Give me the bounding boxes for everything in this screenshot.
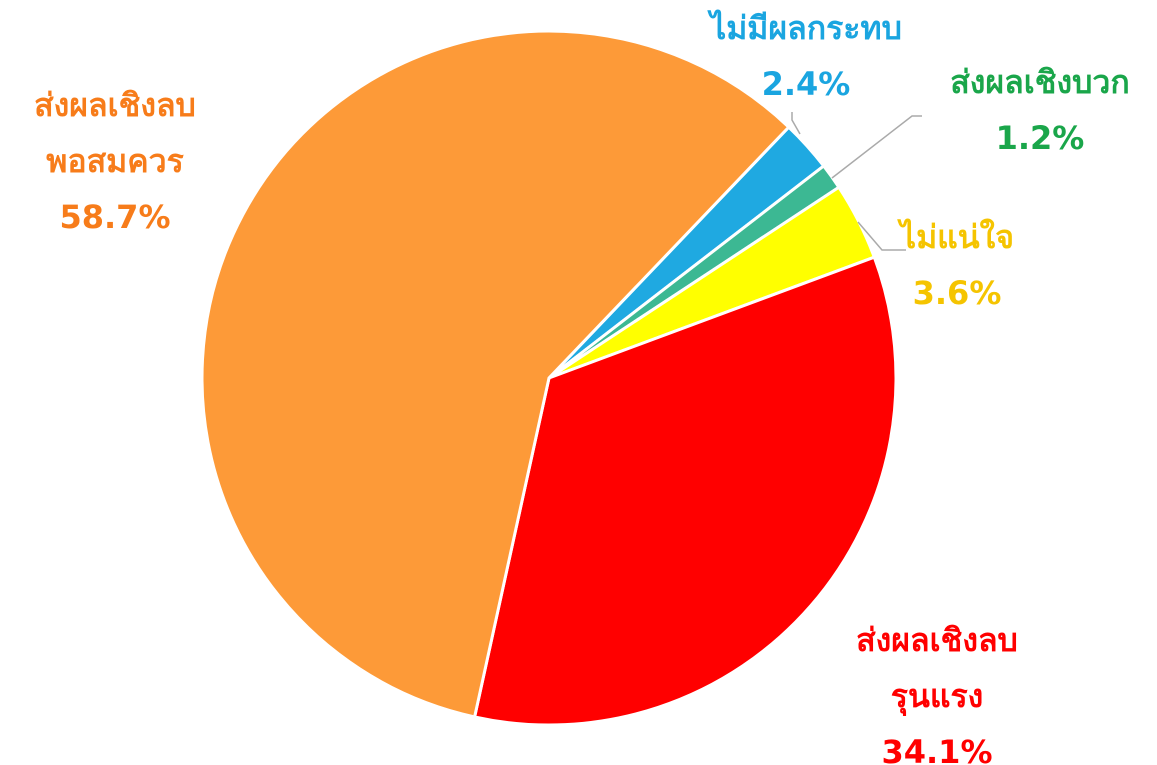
category-label: ส่งผลเชิงลบ รุนแรง (856, 621, 1018, 715)
value-label: 2.4% (761, 65, 851, 103)
slice-label: ส่งผลเชิงลบ รุนแรง 34.1% (856, 612, 1018, 765)
category-label: ไม่มีผลกระทบ (710, 9, 902, 47)
leader-line (857, 221, 906, 251)
slice-label: ส่งผลเชิงลบ พอสมควร 58.7% (34, 77, 196, 245)
leader-line (831, 115, 922, 179)
pie (200, 29, 898, 727)
leader-line (791, 112, 801, 135)
slice-label: ไม่แน่ใจ 3.6% (900, 209, 1014, 321)
pie-slice (472, 255, 898, 727)
category-label: ส่งผลเชิงลบ พอสมควร (34, 86, 196, 180)
value-label: 34.1% (881, 733, 993, 765)
slice-label: ไม่มีผลกระทบ 2.4% (710, 0, 902, 112)
category-label: ส่งผลเชิงบวก (950, 63, 1130, 101)
value-label: 1.2% (995, 119, 1085, 157)
value-label: 3.6% (912, 274, 1002, 312)
value-label: 58.7% (59, 198, 171, 236)
pie-slice (200, 29, 791, 719)
slice-label: ส่งผลเชิงบวก 1.2% (950, 54, 1129, 166)
category-label: ไม่แน่ใจ (899, 218, 1015, 256)
